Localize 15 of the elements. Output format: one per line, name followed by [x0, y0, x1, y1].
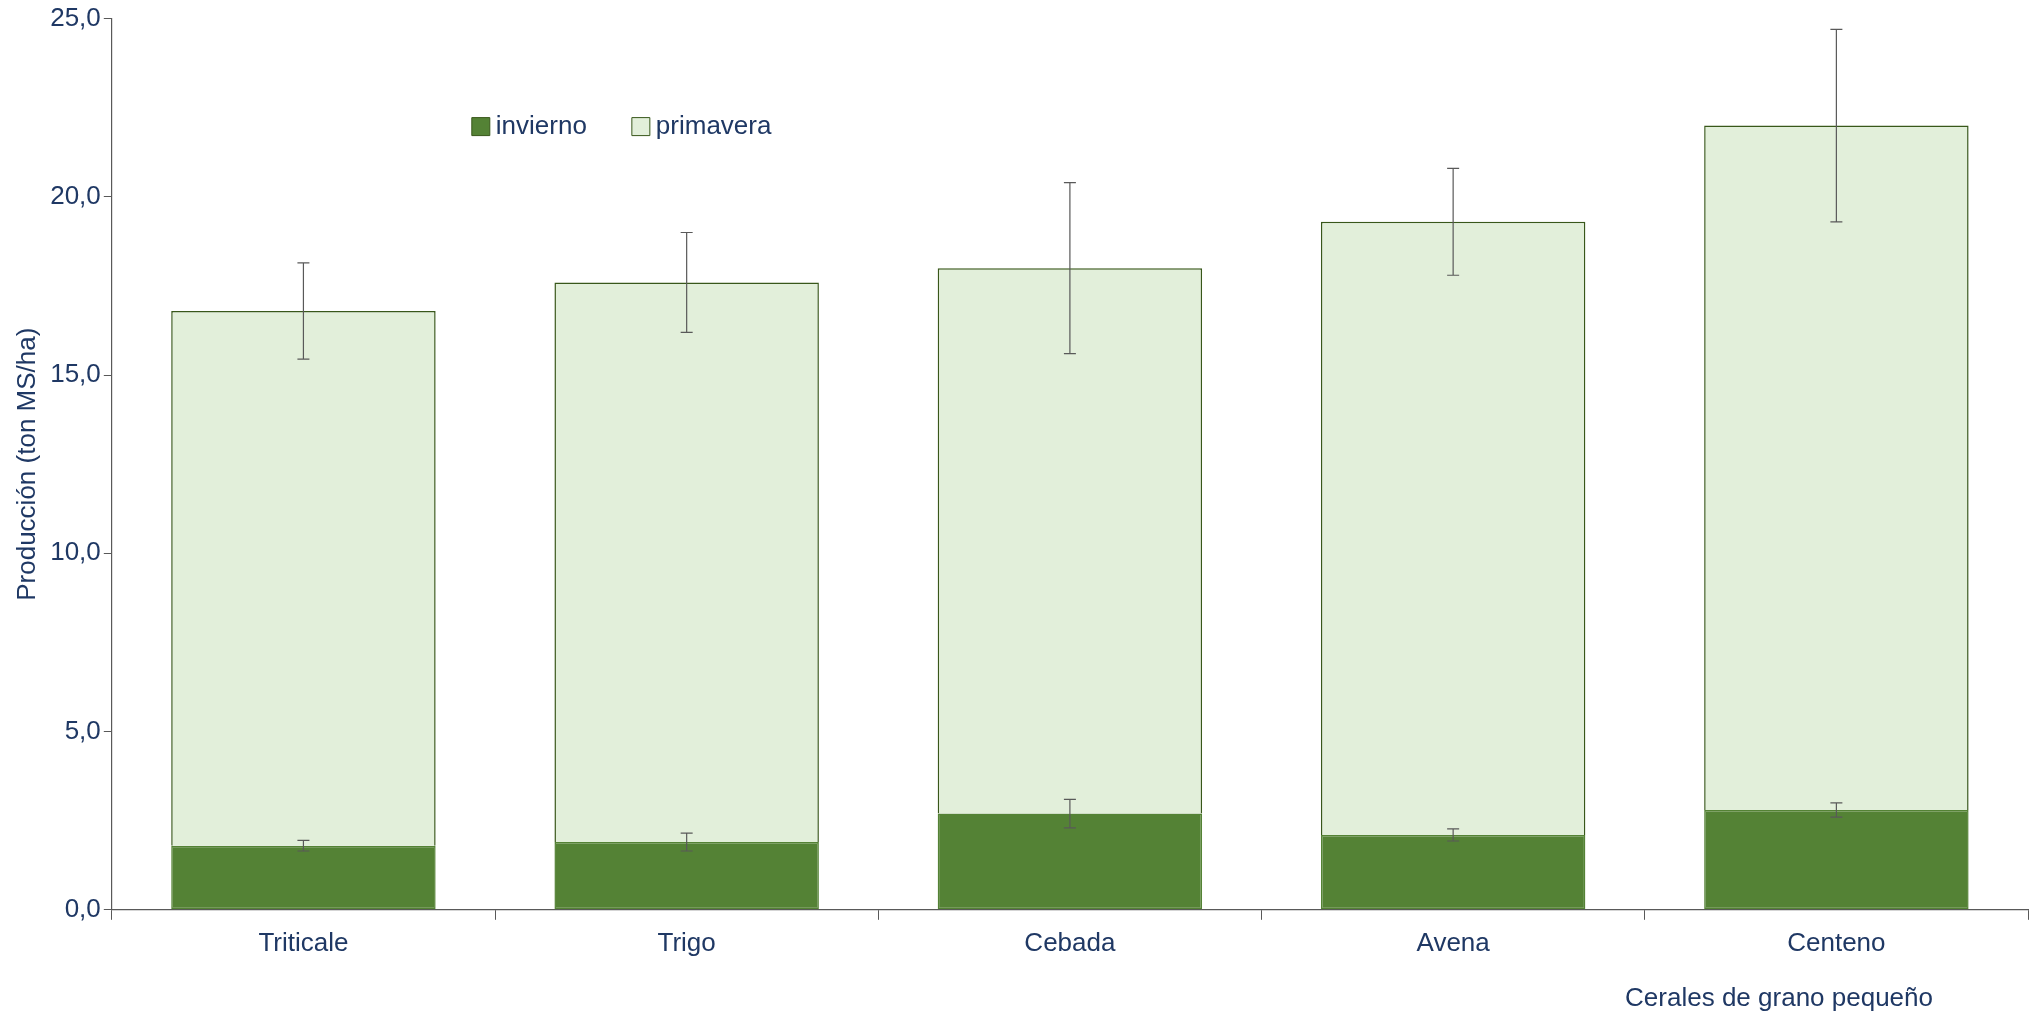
x-axis-title: Cerales de grano pequeño	[1625, 982, 1933, 1013]
x-tick-label: Centeno	[1787, 926, 1886, 957]
legend-label: primavera	[655, 109, 772, 140]
y-tick-label: 0,0	[64, 892, 101, 923]
x-tick-label: Trigo	[657, 926, 716, 957]
x-tick-label: Triticale	[258, 926, 349, 957]
y-tick-label: 5,0	[64, 714, 101, 745]
y-tick-label: 15,0	[50, 358, 101, 389]
y-tick-label: 25,0	[50, 1, 101, 32]
legend-label: invierno	[495, 109, 587, 140]
y-tick-label: 20,0	[50, 180, 101, 211]
x-tick-label: Cebada	[1024, 926, 1116, 957]
x-tick-label: Avena	[1416, 926, 1491, 957]
y-axis-title: Producción (ton MS/ha)	[10, 327, 41, 601]
y-tick-label: 10,0	[50, 536, 101, 567]
